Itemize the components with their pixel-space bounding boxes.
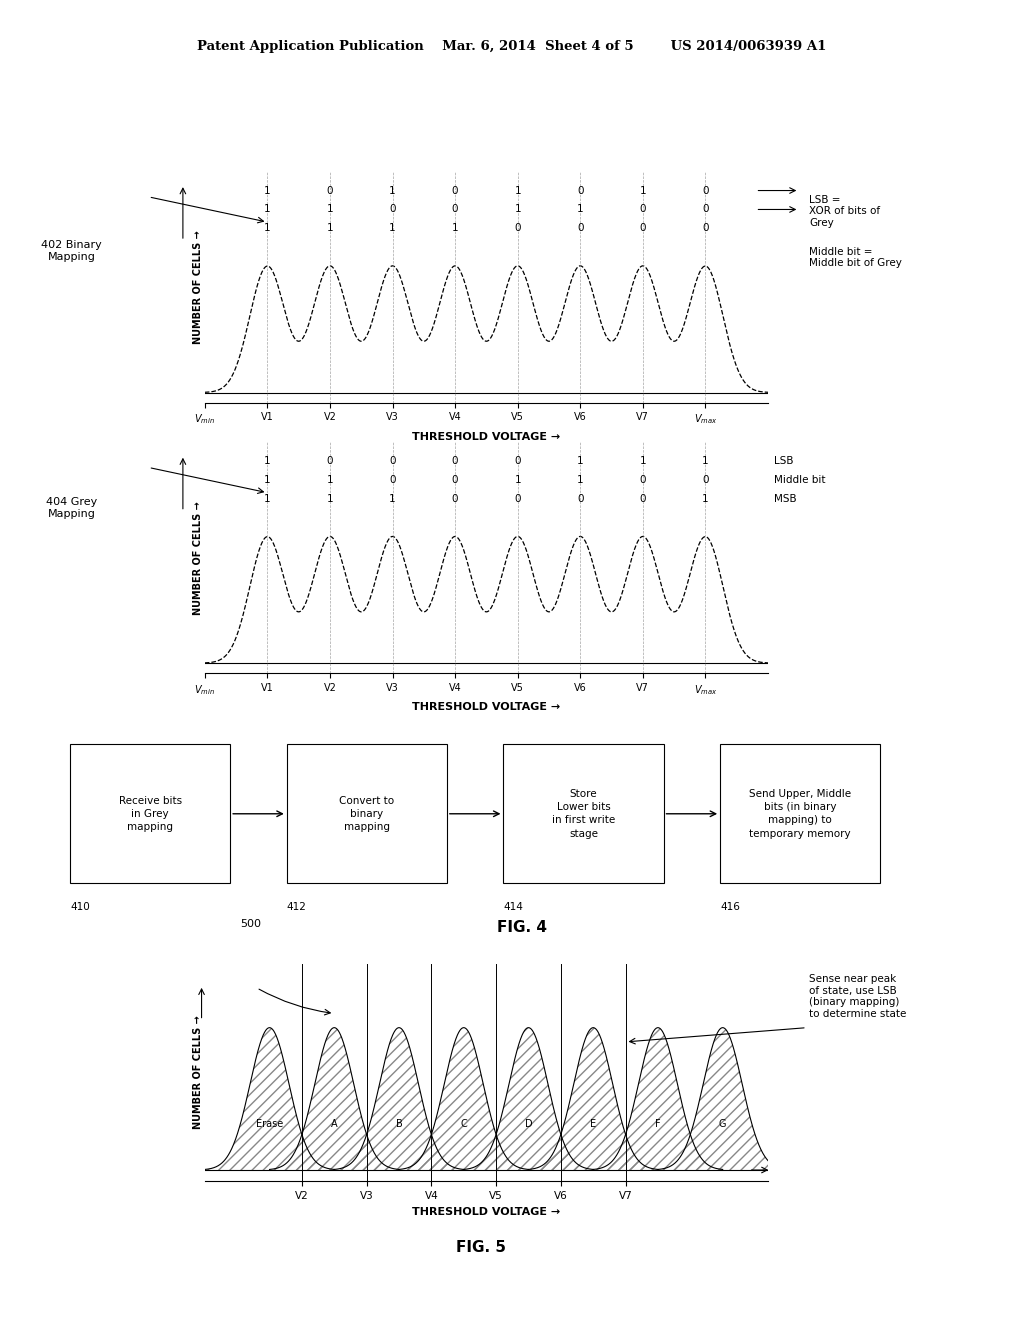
Text: LSB: LSB — [774, 457, 794, 466]
Text: G: G — [719, 1119, 726, 1130]
Text: E: E — [590, 1119, 596, 1130]
Text: 416: 416 — [720, 902, 740, 912]
Text: 0: 0 — [702, 475, 709, 484]
Text: 1: 1 — [702, 494, 709, 504]
Text: 0: 0 — [577, 186, 584, 195]
X-axis label: THRESHOLD VOLTAGE →: THRESHOLD VOLTAGE → — [413, 1206, 560, 1217]
Text: 1: 1 — [264, 457, 270, 466]
Text: 1: 1 — [327, 494, 333, 504]
Text: 0: 0 — [514, 223, 521, 234]
Text: 1: 1 — [577, 205, 584, 214]
Text: 1: 1 — [640, 186, 646, 195]
Text: FIG. 5: FIG. 5 — [457, 1239, 506, 1255]
Text: 0: 0 — [452, 494, 459, 504]
Text: 1: 1 — [264, 494, 270, 504]
Text: 0: 0 — [327, 457, 333, 466]
Text: Middle bit =
Middle bit of Grey: Middle bit = Middle bit of Grey — [809, 247, 902, 268]
Text: 1: 1 — [327, 223, 333, 234]
Text: FIG. 4: FIG. 4 — [498, 920, 547, 935]
FancyBboxPatch shape — [70, 744, 230, 883]
Text: 402 Binary
Mapping: 402 Binary Mapping — [41, 240, 102, 261]
Text: 1: 1 — [264, 223, 270, 234]
Text: 0: 0 — [702, 186, 709, 195]
Text: 1: 1 — [514, 205, 521, 214]
Text: Erase: Erase — [256, 1119, 284, 1130]
Y-axis label: NUMBER OF CELLS →: NUMBER OF CELLS → — [194, 230, 204, 345]
Text: 0: 0 — [452, 186, 459, 195]
Text: 410: 410 — [70, 902, 90, 912]
Text: Convert to
binary
mapping: Convert to binary mapping — [339, 796, 394, 832]
FancyBboxPatch shape — [504, 744, 664, 883]
Text: MSB: MSB — [774, 494, 797, 504]
Text: 1: 1 — [264, 186, 270, 195]
Text: 1: 1 — [327, 205, 333, 214]
Text: 0: 0 — [640, 494, 646, 504]
Text: 0: 0 — [327, 186, 333, 195]
Text: 414: 414 — [504, 902, 523, 912]
Text: 0: 0 — [702, 205, 709, 214]
Text: 1: 1 — [640, 457, 646, 466]
Text: 0: 0 — [640, 223, 646, 234]
Text: Middle bit: Middle bit — [774, 475, 825, 484]
Text: 1: 1 — [389, 186, 396, 195]
Text: 1: 1 — [264, 205, 270, 214]
Text: 0: 0 — [389, 205, 396, 214]
Text: 0: 0 — [514, 457, 521, 466]
Text: 1: 1 — [514, 475, 521, 484]
Text: Sense near peak
of state, use LSB
(binary mapping)
to determine state: Sense near peak of state, use LSB (binar… — [809, 974, 906, 1019]
Text: 0: 0 — [452, 475, 459, 484]
Text: 1: 1 — [264, 475, 270, 484]
Text: Send Upper, Middle
bits (in binary
mapping) to
temporary memory: Send Upper, Middle bits (in binary mappi… — [750, 789, 851, 838]
Text: A: A — [331, 1119, 338, 1130]
Text: B: B — [395, 1119, 402, 1130]
Text: Patent Application Publication    Mar. 6, 2014  Sheet 4 of 5        US 2014/0063: Patent Application Publication Mar. 6, 2… — [198, 40, 826, 53]
Text: 1: 1 — [389, 223, 396, 234]
Text: 0: 0 — [452, 457, 459, 466]
Text: 1: 1 — [389, 494, 396, 504]
X-axis label: THRESHOLD VOLTAGE →: THRESHOLD VOLTAGE → — [413, 432, 560, 442]
Text: C: C — [461, 1119, 467, 1130]
Text: 1: 1 — [577, 475, 584, 484]
Text: 0: 0 — [640, 205, 646, 214]
Text: 1: 1 — [452, 223, 459, 234]
FancyBboxPatch shape — [287, 744, 446, 883]
Text: 0: 0 — [452, 205, 459, 214]
Text: 404 Grey
Mapping: 404 Grey Mapping — [46, 498, 97, 519]
Text: Store
Lower bits
in first write
stage: Store Lower bits in first write stage — [552, 789, 615, 838]
Text: 0: 0 — [702, 223, 709, 234]
Text: D: D — [524, 1119, 532, 1130]
Y-axis label: NUMBER OF CELLS →: NUMBER OF CELLS → — [194, 1015, 204, 1130]
Text: 0: 0 — [640, 475, 646, 484]
Text: 500: 500 — [241, 919, 262, 929]
Text: 0: 0 — [514, 494, 521, 504]
Text: 1: 1 — [327, 475, 333, 484]
Text: 1: 1 — [514, 186, 521, 195]
Text: F: F — [655, 1119, 660, 1130]
X-axis label: THRESHOLD VOLTAGE →: THRESHOLD VOLTAGE → — [413, 702, 560, 713]
Text: 0: 0 — [389, 475, 396, 484]
Text: 1: 1 — [577, 457, 584, 466]
FancyBboxPatch shape — [720, 744, 881, 883]
Text: Receive bits
in Grey
mapping: Receive bits in Grey mapping — [119, 796, 181, 832]
Text: LSB =
XOR of bits of
Grey: LSB = XOR of bits of Grey — [809, 194, 880, 228]
Text: 0: 0 — [577, 223, 584, 234]
Text: 1: 1 — [702, 457, 709, 466]
Text: 0: 0 — [389, 457, 396, 466]
Text: 0: 0 — [577, 494, 584, 504]
Y-axis label: NUMBER OF CELLS →: NUMBER OF CELLS → — [194, 500, 204, 615]
Text: 412: 412 — [287, 902, 306, 912]
